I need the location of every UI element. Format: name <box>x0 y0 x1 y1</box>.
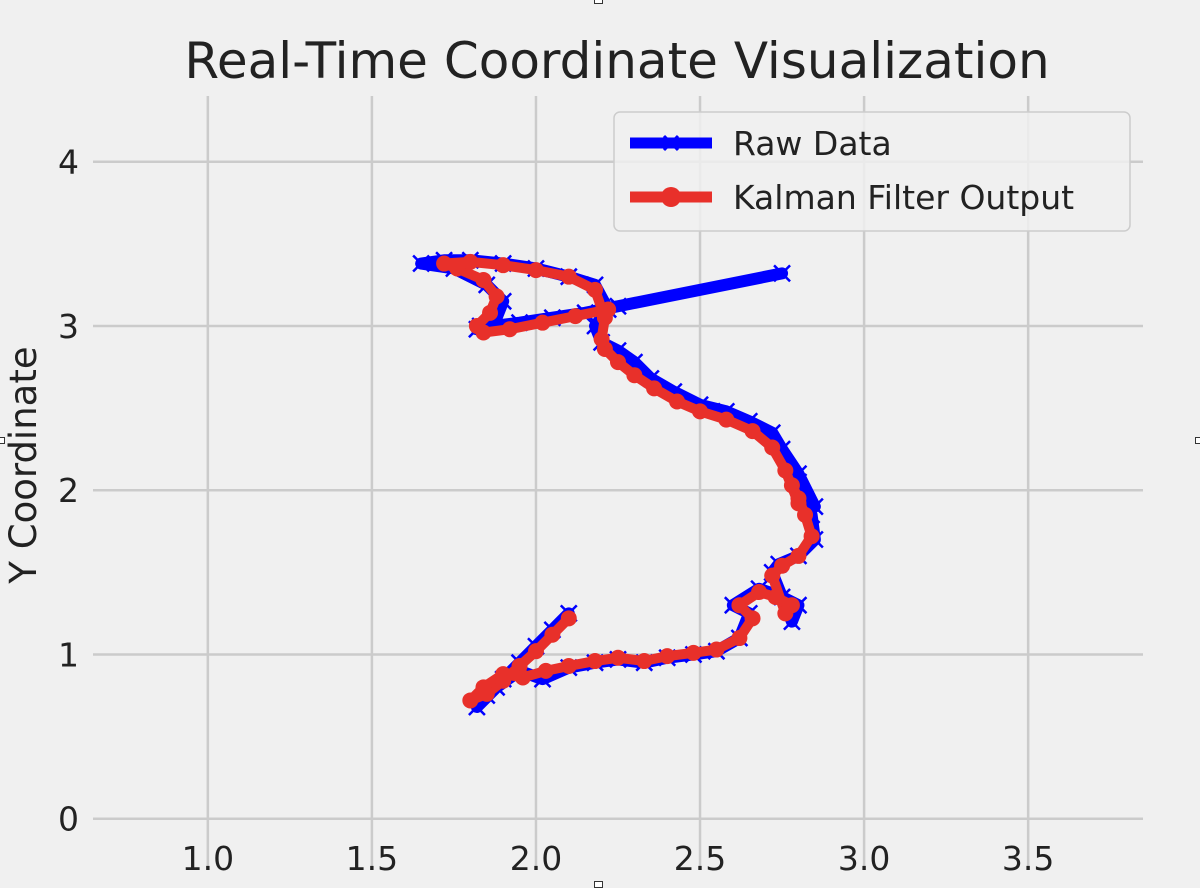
y-tick-label: 2 <box>58 471 79 510</box>
data-point <box>610 354 626 371</box>
legend-label: Raw Data <box>733 124 892 163</box>
data-point <box>790 495 807 512</box>
legend-marker <box>661 187 681 207</box>
data-point <box>731 630 748 647</box>
y-tick-labels: 0 1 2 3 4 <box>58 143 79 839</box>
data-point <box>475 324 492 341</box>
data-point <box>567 308 584 325</box>
data-point <box>777 462 794 479</box>
y-axis-label: Y Coordinate <box>2 346 45 584</box>
x-tick-label: 3.5 <box>1002 839 1054 878</box>
data-point <box>544 626 561 643</box>
data-point <box>534 314 551 331</box>
data-point <box>587 653 604 670</box>
data-point <box>659 648 676 665</box>
data-point <box>495 257 512 274</box>
data-point <box>773 264 791 283</box>
data-point <box>587 281 604 298</box>
chart-title: Real-Time Coordinate Visualization <box>184 32 1049 90</box>
data-point <box>560 610 577 627</box>
data-point <box>685 644 702 661</box>
data-point <box>669 393 686 410</box>
legend-label: Kalman Filter Output <box>733 178 1074 217</box>
plot-area <box>412 251 824 716</box>
resize-handle-right[interactable] <box>1195 437 1200 444</box>
data-point <box>777 605 794 622</box>
x-tick-label: 1.5 <box>346 839 398 878</box>
x-tick-label: 3.0 <box>838 839 890 878</box>
data-point <box>462 253 479 270</box>
data-point <box>718 411 735 428</box>
data-point <box>600 301 617 318</box>
data-point <box>449 260 466 277</box>
data-point <box>412 254 431 273</box>
data-point <box>501 321 518 338</box>
data-point <box>767 588 784 605</box>
data-point <box>764 567 781 584</box>
legend-frame <box>613 111 1131 232</box>
series-kalman-filter-output <box>436 253 820 709</box>
y-tick-label: 0 <box>58 800 79 839</box>
data-point <box>731 597 748 614</box>
data-point <box>475 679 492 696</box>
data-point <box>646 380 663 397</box>
y-tick-label: 4 <box>58 143 79 182</box>
resize-handle-top[interactable] <box>594 0 603 4</box>
data-point <box>527 262 544 279</box>
legend: Raw Data Kalman Filter Output <box>613 111 1131 232</box>
data-point <box>783 477 800 494</box>
data-point <box>744 423 761 440</box>
data-point <box>475 271 492 288</box>
y-tick-label: 1 <box>58 635 79 674</box>
x-tick-label: 2.0 <box>510 839 562 878</box>
data-point <box>764 439 781 456</box>
data-point <box>790 547 807 564</box>
legend-marker <box>662 134 680 152</box>
x-tick-label: 2.5 <box>674 839 726 878</box>
data-point <box>610 649 626 666</box>
data-point <box>514 669 531 686</box>
resize-handle-bottom[interactable] <box>594 881 603 888</box>
data-point <box>482 304 499 321</box>
data-point <box>803 528 820 545</box>
data-point <box>708 641 725 658</box>
x-tick-labels: 1.0 1.5 2.0 2.5 3.0 3.5 <box>182 839 1055 878</box>
data-point <box>636 653 653 670</box>
data-point <box>560 657 577 674</box>
data-point <box>593 331 610 348</box>
y-tick-label: 3 <box>58 307 79 346</box>
data-point <box>495 666 512 683</box>
data-point <box>744 610 761 627</box>
resize-handle-left[interactable] <box>0 437 5 444</box>
x-tick-label: 1.0 <box>182 839 234 878</box>
data-point <box>560 268 577 285</box>
data-point <box>692 403 709 420</box>
data-point <box>488 288 505 305</box>
data-point <box>626 367 643 384</box>
data-point <box>751 584 768 601</box>
data-point <box>537 662 554 679</box>
data-point <box>774 557 791 574</box>
data-point <box>436 255 453 272</box>
data-point <box>462 692 479 709</box>
data-point <box>527 643 544 660</box>
